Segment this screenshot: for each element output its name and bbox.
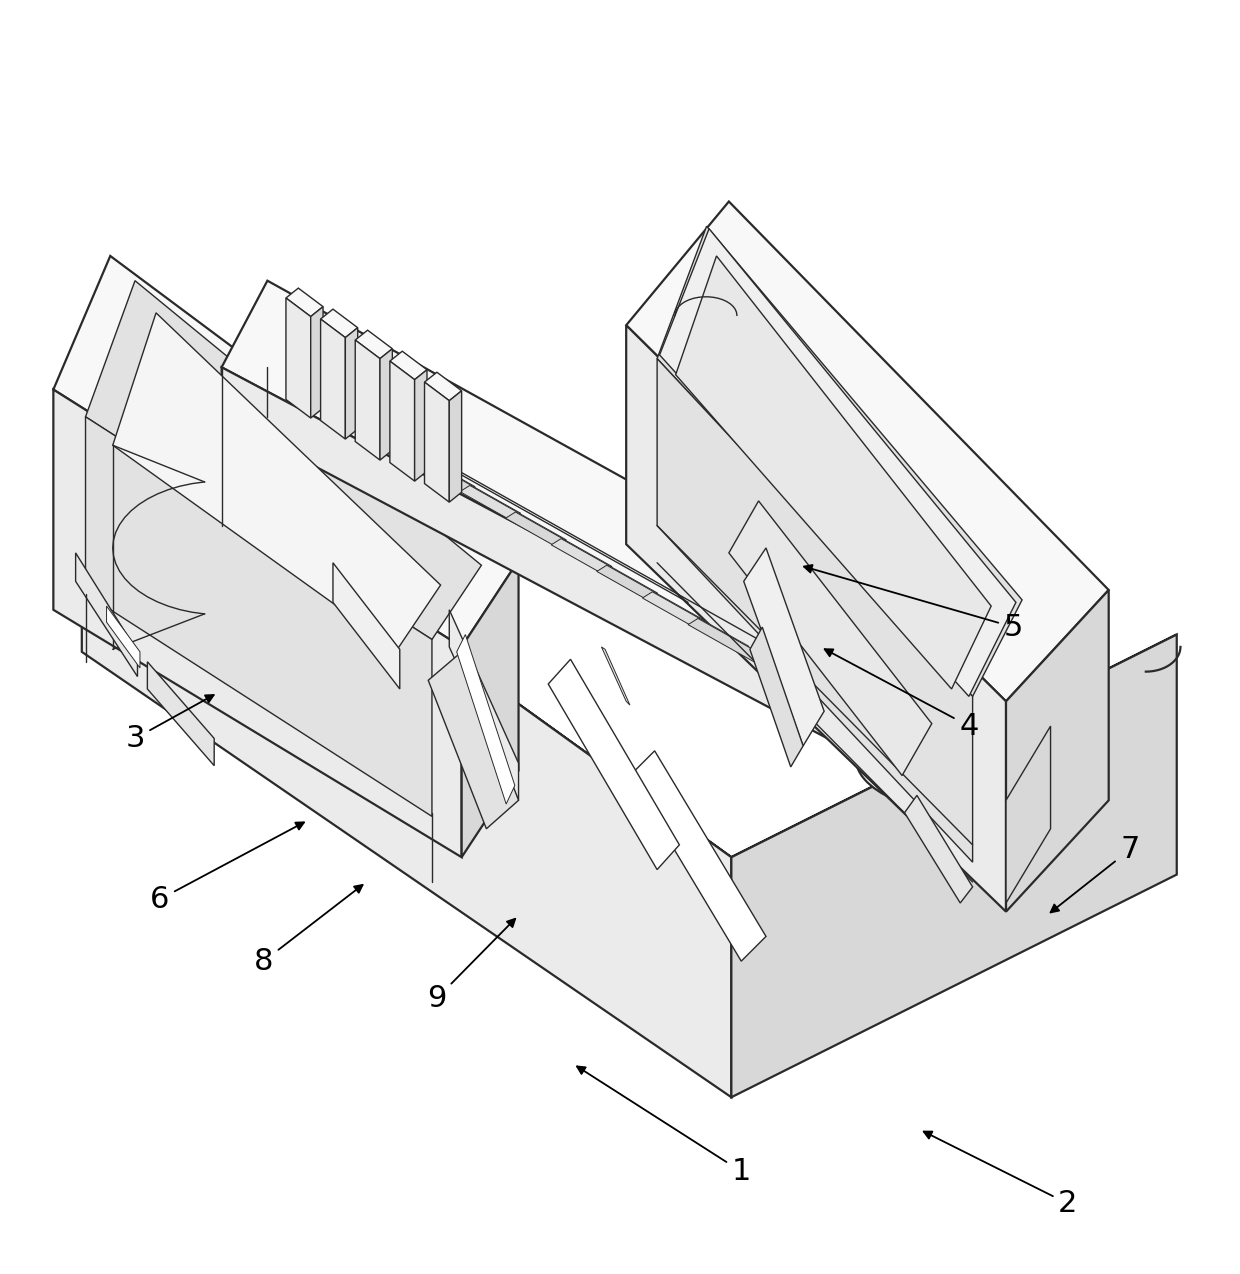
- Polygon shape: [657, 227, 1022, 697]
- Text: 8: 8: [254, 885, 362, 976]
- Polygon shape: [222, 367, 944, 800]
- Polygon shape: [389, 361, 414, 482]
- Polygon shape: [113, 313, 440, 650]
- Polygon shape: [53, 256, 518, 647]
- Polygon shape: [449, 610, 518, 800]
- Polygon shape: [449, 391, 461, 502]
- Polygon shape: [506, 512, 613, 573]
- Text: 3: 3: [125, 696, 213, 753]
- Text: 5: 5: [804, 564, 1023, 642]
- Polygon shape: [321, 310, 357, 338]
- Polygon shape: [424, 382, 449, 502]
- Polygon shape: [368, 432, 475, 493]
- Polygon shape: [311, 307, 324, 418]
- Polygon shape: [461, 561, 518, 857]
- Polygon shape: [107, 606, 140, 668]
- Polygon shape: [904, 795, 972, 903]
- Polygon shape: [414, 369, 427, 482]
- Polygon shape: [642, 592, 749, 652]
- Ellipse shape: [381, 507, 476, 568]
- Text: 9: 9: [428, 919, 515, 1013]
- Text: 2: 2: [924, 1131, 1078, 1218]
- Polygon shape: [424, 372, 461, 401]
- Polygon shape: [428, 652, 518, 829]
- Text: 1: 1: [577, 1066, 751, 1186]
- Text: 7: 7: [1050, 836, 1140, 912]
- Polygon shape: [626, 325, 1006, 912]
- Polygon shape: [460, 485, 567, 547]
- Polygon shape: [1006, 590, 1109, 912]
- Polygon shape: [414, 459, 521, 520]
- Polygon shape: [688, 618, 795, 679]
- Text: 6: 6: [150, 822, 304, 913]
- Polygon shape: [1006, 726, 1050, 903]
- Polygon shape: [334, 563, 399, 689]
- Polygon shape: [82, 390, 732, 1097]
- Polygon shape: [456, 634, 515, 804]
- Polygon shape: [944, 680, 988, 800]
- Polygon shape: [324, 405, 429, 466]
- Polygon shape: [286, 288, 324, 316]
- Polygon shape: [321, 318, 345, 440]
- Polygon shape: [596, 566, 703, 626]
- Polygon shape: [379, 349, 392, 460]
- Polygon shape: [750, 627, 804, 767]
- Polygon shape: [548, 659, 680, 870]
- Polygon shape: [601, 647, 630, 705]
- Polygon shape: [657, 358, 972, 862]
- Polygon shape: [744, 548, 825, 745]
- Polygon shape: [82, 390, 1177, 857]
- Polygon shape: [222, 280, 988, 750]
- Polygon shape: [676, 256, 991, 689]
- Polygon shape: [53, 390, 461, 857]
- Polygon shape: [660, 229, 1016, 697]
- Polygon shape: [355, 330, 392, 358]
- Polygon shape: [389, 352, 427, 380]
- Polygon shape: [86, 417, 432, 817]
- Polygon shape: [76, 553, 138, 676]
- Polygon shape: [630, 750, 766, 961]
- Polygon shape: [148, 661, 215, 766]
- Polygon shape: [355, 340, 379, 460]
- Polygon shape: [551, 539, 657, 599]
- Polygon shape: [626, 201, 1109, 701]
- Polygon shape: [86, 280, 481, 640]
- Text: 4: 4: [825, 650, 978, 740]
- Polygon shape: [286, 298, 311, 418]
- Ellipse shape: [857, 745, 952, 806]
- Polygon shape: [729, 501, 931, 776]
- Polygon shape: [345, 327, 357, 440]
- Polygon shape: [732, 634, 1177, 1097]
